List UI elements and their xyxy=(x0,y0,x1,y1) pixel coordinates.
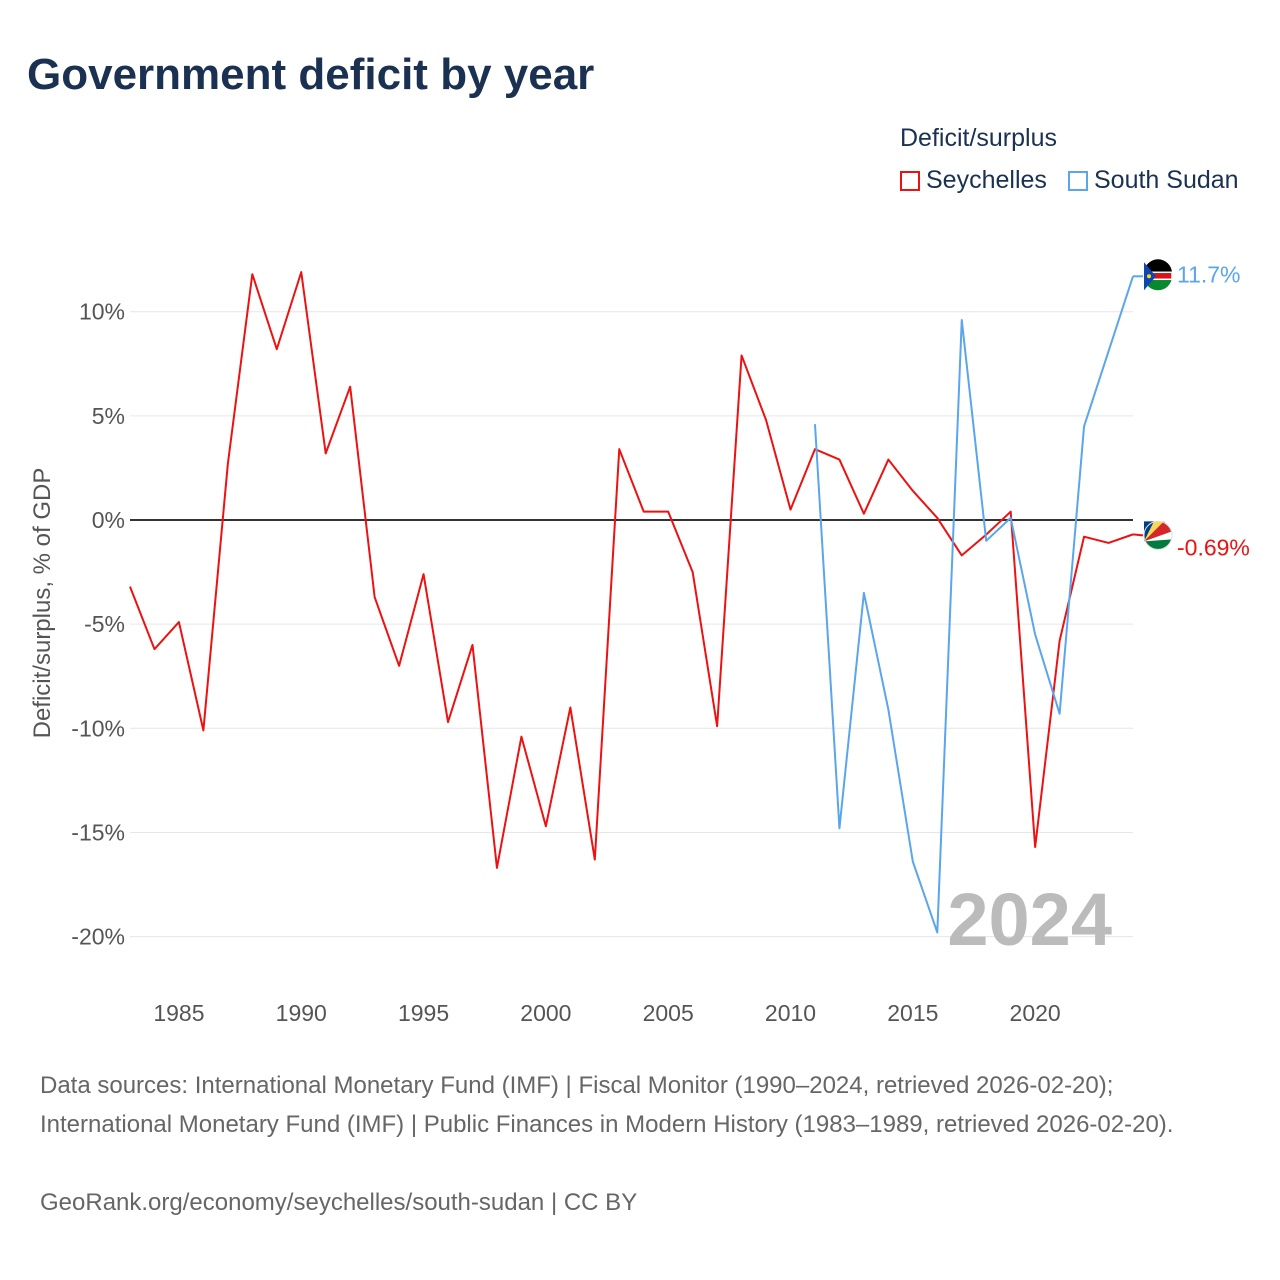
legend-label: Seychelles xyxy=(926,166,1047,194)
y-tick-label: -10% xyxy=(71,715,125,741)
x-tick-label: 2020 xyxy=(1010,1000,1061,1026)
legend-label: South Sudan xyxy=(1094,166,1239,194)
south-sudan-flag-icon xyxy=(1143,259,1173,291)
end-connector xyxy=(1132,533,1144,537)
y-tick-label: 5% xyxy=(92,403,125,429)
flag-band xyxy=(1144,521,1172,542)
data-sources: Data sources: International Monetary Fun… xyxy=(40,1072,1174,1138)
legend-title: Deficit/surplus xyxy=(900,124,1057,152)
end-value-label: 11.7% xyxy=(1177,261,1241,287)
flag-border xyxy=(1143,520,1173,550)
x-tick-label: 1990 xyxy=(276,1000,327,1026)
y-tick-label: -20% xyxy=(71,924,125,950)
chart-title: Government deficit by year xyxy=(27,50,595,99)
x-tick-label: 1995 xyxy=(398,1000,449,1026)
x-tick-label: 2015 xyxy=(887,1000,938,1026)
y-tick-label: 0% xyxy=(92,507,125,533)
y-tick-label: -15% xyxy=(71,819,125,845)
x-tick-label: 2010 xyxy=(765,1000,816,1026)
flag-band xyxy=(1144,531,1172,542)
series-line-seychelles xyxy=(129,271,1134,869)
end-value-label: -0.69% xyxy=(1177,534,1250,560)
seychelles-flag-icon xyxy=(1143,520,1173,550)
y-tick-label: -5% xyxy=(84,611,125,637)
x-tick-label: 1985 xyxy=(153,1000,204,1026)
legend-swatch-south-sudan xyxy=(1068,170,1088,191)
legend-item-south-sudan[interactable]: South Sudan xyxy=(1068,166,1239,195)
x-tick-label: 2005 xyxy=(643,1000,694,1026)
legend-item-seychelles[interactable]: Seychelles xyxy=(900,166,1047,195)
chart-area: 10% 5% 0% -5% -10% -15% -20% 1985 1990 1995 2000 20… xyxy=(29,259,1250,1026)
year-watermark: 2024 xyxy=(947,878,1112,961)
series-line-south-sudan xyxy=(813,275,1134,934)
credit-link[interactable]: GeoRank.org/economy/seychelles/south-sud… xyxy=(40,1189,638,1216)
legend-swatch-seychelles xyxy=(900,170,920,191)
x-tick-label: 2000 xyxy=(520,1000,571,1026)
y-tick-label: 10% xyxy=(79,299,125,325)
flag-star xyxy=(1147,274,1151,279)
y-axis-label: Deficit/surplus, % of GDP xyxy=(29,468,56,739)
flag-band xyxy=(1144,259,1172,274)
